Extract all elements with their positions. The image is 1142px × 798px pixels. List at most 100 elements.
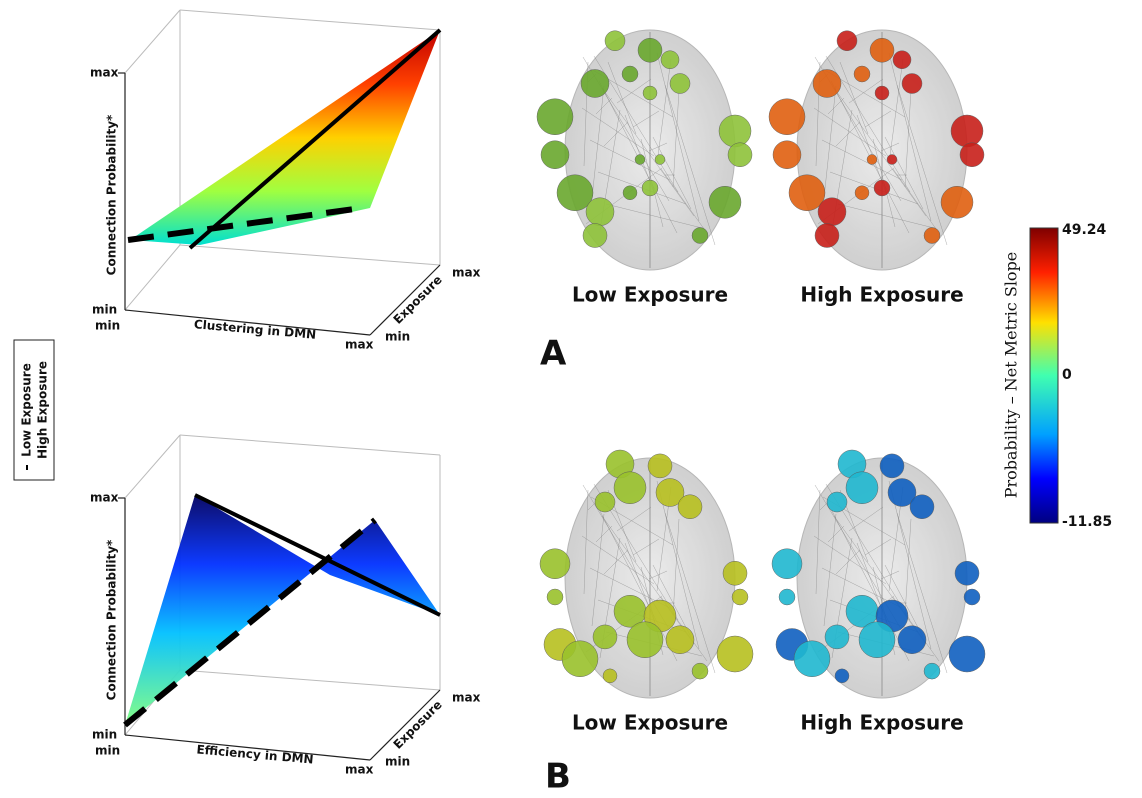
axis-line xyxy=(370,690,440,760)
axis-line xyxy=(125,10,180,73)
node-sphere xyxy=(855,186,869,200)
node-sphere xyxy=(635,155,645,165)
axis-line xyxy=(180,670,440,690)
node-sphere xyxy=(717,636,753,672)
node-sphere xyxy=(605,31,625,51)
colorbar-min: -11.85 xyxy=(1062,514,1112,530)
node-sphere xyxy=(960,143,984,167)
surface xyxy=(130,30,440,245)
colorbar-title: Probability – Net Metric Slope xyxy=(1002,252,1021,499)
brain-label: Low Exposure xyxy=(572,711,728,735)
axis-line xyxy=(180,435,440,455)
colorbar-mid: 0 xyxy=(1062,367,1072,383)
node-sphere xyxy=(661,51,679,69)
node-sphere xyxy=(547,589,563,605)
node-sphere xyxy=(867,155,877,165)
y-axis-label: Exposure xyxy=(391,273,445,327)
node-sphere xyxy=(859,622,895,658)
node-sphere xyxy=(678,495,702,519)
node-sphere xyxy=(562,641,598,677)
axis-line xyxy=(125,245,180,310)
node-sphere xyxy=(709,186,741,218)
x-tick-label: min xyxy=(95,319,120,333)
brain-label: High Exposure xyxy=(800,711,963,735)
node-sphere xyxy=(854,66,870,82)
node-sphere xyxy=(772,549,802,579)
node-sphere xyxy=(583,224,607,248)
node-sphere xyxy=(723,561,747,585)
node-sphere xyxy=(779,589,795,605)
y-tick-label: min xyxy=(385,330,410,344)
node-sphere xyxy=(586,198,614,226)
colorbar-max: 49.24 xyxy=(1062,222,1107,238)
node-sphere xyxy=(874,180,890,196)
x-tick-label: max xyxy=(345,338,374,352)
node-sphere xyxy=(924,663,940,679)
colorbar xyxy=(1030,228,1058,523)
brain-label: High Exposure xyxy=(800,283,963,307)
node-sphere xyxy=(964,589,980,605)
node-sphere xyxy=(870,38,894,62)
node-sphere xyxy=(541,141,569,169)
node-sphere xyxy=(887,155,897,165)
surface xyxy=(125,495,440,725)
node-sphere xyxy=(603,669,617,683)
node-sphere xyxy=(818,198,846,226)
node-sphere xyxy=(924,228,940,244)
node-sphere xyxy=(769,99,805,135)
x-axis-label: Clustering in DMN xyxy=(193,317,316,342)
node-sphere xyxy=(692,663,708,679)
node-sphere xyxy=(813,70,841,98)
node-sphere xyxy=(815,224,839,248)
x-tick-label: min xyxy=(95,744,120,758)
legend-high: High Exposure xyxy=(36,361,50,459)
node-sphere xyxy=(593,625,617,649)
node-sphere xyxy=(825,625,849,649)
axis-line xyxy=(180,245,440,265)
y-tick-label: max xyxy=(452,691,481,705)
node-sphere xyxy=(846,472,878,504)
y-tick-label: min xyxy=(385,755,410,769)
node-sphere xyxy=(719,115,751,147)
figure: Low Exposure High Exposure 49.24 0 -11.8… xyxy=(0,0,1142,798)
node-sphere xyxy=(627,622,663,658)
node-sphere xyxy=(794,641,830,677)
node-sphere xyxy=(692,228,708,244)
node-sphere xyxy=(773,141,801,169)
node-sphere xyxy=(837,31,857,51)
node-sphere xyxy=(643,86,657,100)
node-sphere xyxy=(902,74,922,94)
node-sphere xyxy=(955,561,979,585)
node-sphere xyxy=(614,472,646,504)
node-sphere xyxy=(941,186,973,218)
panel-letter: A xyxy=(540,334,567,374)
node-sphere xyxy=(638,38,662,62)
node-sphere xyxy=(642,180,658,196)
node-sphere xyxy=(666,626,694,654)
axis-line xyxy=(180,10,440,30)
z-tick-label: max xyxy=(90,491,119,505)
node-sphere xyxy=(893,51,911,69)
node-sphere xyxy=(648,454,672,478)
brain-label: Low Exposure xyxy=(572,283,728,307)
z-tick-label: min xyxy=(92,303,117,317)
node-sphere xyxy=(880,454,904,478)
node-sphere xyxy=(732,589,748,605)
y-tick-label: max xyxy=(452,266,481,280)
z-axis-label: Connection Probability* xyxy=(105,114,119,275)
node-sphere xyxy=(827,492,847,512)
node-sphere xyxy=(595,492,615,512)
node-sphere xyxy=(875,86,889,100)
z-tick-label: min xyxy=(92,728,117,742)
node-sphere xyxy=(951,115,983,147)
axis-line xyxy=(125,435,180,498)
node-sphere xyxy=(898,626,926,654)
node-sphere xyxy=(537,99,573,135)
node-sphere xyxy=(835,669,849,683)
node-sphere xyxy=(623,186,637,200)
z-tick-label: max xyxy=(90,66,119,80)
axis-line xyxy=(370,265,440,335)
node-sphere xyxy=(581,70,609,98)
x-axis-label: Efficiency in DMN xyxy=(196,742,314,766)
node-sphere xyxy=(728,143,752,167)
